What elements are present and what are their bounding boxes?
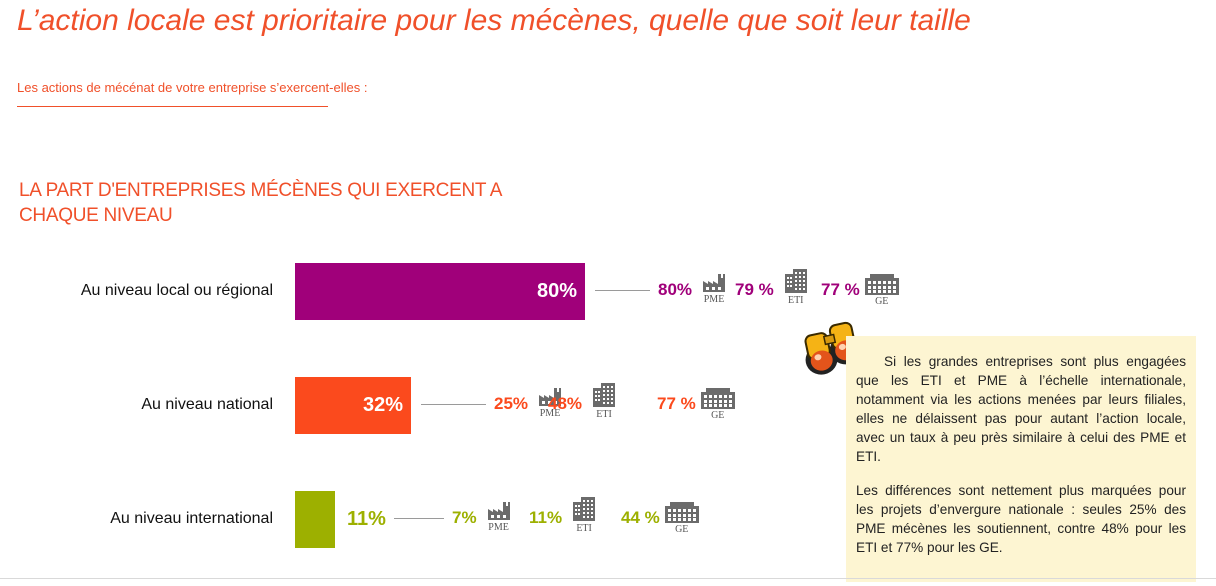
leader-line	[393, 518, 444, 519]
company-size-label: PME	[539, 408, 561, 419]
large-building-icon: GE	[862, 273, 902, 307]
breakdown-value-eti: 11%	[529, 508, 563, 527]
commentary-box: Si les grandes entreprises sont plus eng…	[846, 336, 1196, 582]
leader-line	[595, 290, 650, 291]
breakdown-value-pme: 7%	[452, 508, 477, 527]
company-size-label: GE	[875, 296, 889, 307]
leader-line	[421, 404, 486, 405]
category-label: Au niveau national	[141, 395, 273, 413]
chart-title: LA PART D'ENTREPRISES MÉCÈNES QUI EXERCE…	[19, 180, 502, 226]
office-building-icon: ETI	[564, 496, 604, 534]
commentary-paragraph-2: Les différences sont nettement plus marq…	[856, 483, 1186, 555]
company-size-label: ETI	[596, 409, 612, 420]
breakdown-value-ge: 44 %	[621, 508, 660, 527]
bar-value-label: 11%	[347, 507, 386, 530]
breakdown-value-pme: 80%	[658, 280, 693, 299]
bar	[295, 263, 585, 320]
factory-icon: PME	[694, 273, 734, 305]
bar	[295, 491, 335, 548]
factory-icon: PME	[479, 501, 519, 533]
page-title: L’action locale est prioritaire pour les…	[17, 4, 971, 37]
company-size-label: PME	[488, 522, 509, 533]
office-building-icon: ETI	[776, 268, 816, 306]
bar-value-label: 32%	[362, 393, 403, 416]
large-building-icon: GE	[698, 387, 738, 421]
category-label: Au niveau international	[110, 509, 273, 527]
breakdown-value-ge: 77 %	[821, 280, 860, 299]
company-size-label: ETI	[576, 523, 592, 534]
breakdown-value-eti: 48%	[548, 394, 583, 413]
bar-value-label: 80%	[536, 279, 577, 302]
footer-divider	[0, 578, 1216, 579]
large-building-icon: GE	[662, 501, 702, 535]
breakdown-value-pme: 25%	[494, 394, 529, 413]
office-building-icon: ETI	[584, 382, 624, 420]
company-size-label: ETI	[787, 295, 804, 306]
question-underline	[17, 106, 328, 107]
company-size-label: GE	[675, 524, 689, 535]
breakdown-value-eti: 79 %	[735, 280, 774, 299]
commentary-paragraph-1: Si les grandes entreprises sont plus eng…	[856, 354, 1186, 464]
breakdown-value-ge: 77 %	[657, 394, 696, 413]
factory-icon: PME	[530, 387, 570, 419]
company-size-label: PME	[703, 294, 725, 305]
company-size-label: GE	[711, 410, 725, 421]
category-label: Au niveau local ou régional	[80, 281, 273, 299]
survey-question: Les actions de mécénat de votre entrepri…	[17, 80, 368, 95]
bar	[295, 377, 411, 434]
